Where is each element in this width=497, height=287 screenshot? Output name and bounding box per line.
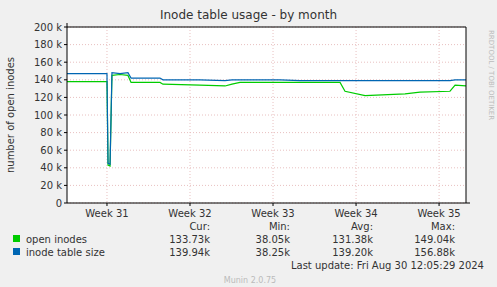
y-tick-label: 80 k (40, 127, 62, 138)
grid-line (189, 27, 190, 203)
stats-header: Cur: (189, 221, 210, 232)
stats-header: Min: (269, 221, 290, 232)
series-group (67, 73, 466, 166)
plot-area (67, 27, 466, 203)
chart: Inode table usage - by month number of op… (0, 0, 497, 287)
y-tick-label: 140 k (34, 74, 62, 85)
stats-value: 38.05k (256, 234, 291, 245)
grid-line (67, 185, 466, 186)
stats-value: 38.25k (256, 247, 291, 258)
legend-label: open inodes (26, 234, 87, 245)
grid-line (67, 44, 466, 45)
credit: Munin 2.0.75 (224, 276, 276, 285)
grid-line (67, 27, 466, 28)
grid-line (67, 132, 466, 133)
y-tick-label: 100 k (34, 110, 62, 121)
y-axis-label: number of open inodes (5, 57, 16, 173)
y-axis (67, 23, 68, 203)
grid-line (273, 27, 274, 203)
y-tick-label: 20 k (40, 180, 62, 191)
y-axis-end (67, 27, 466, 28)
x-tick-label: Week 31 (85, 208, 128, 219)
footer: Last update: Fri Aug 30 12:05:29 2024 (291, 260, 484, 271)
grid-line (67, 167, 466, 168)
stats-header: Avg: (351, 221, 373, 232)
grid-line (67, 97, 466, 98)
grid-line (439, 27, 440, 203)
stats-value: 156.88k (414, 247, 455, 258)
x-axis (67, 203, 470, 204)
y-tick-label: 60 k (40, 145, 62, 156)
y-tick-label: 160 k (34, 57, 62, 68)
x-tick-label: Week 33 (251, 208, 294, 219)
x-axis-end (466, 27, 467, 203)
series-line (67, 75, 466, 167)
legend-swatch (13, 248, 20, 255)
y-tick-label: 180 k (34, 39, 62, 50)
grid-line (356, 27, 357, 203)
side-text: RRDTOOL / TOBI OETIKER (487, 30, 495, 120)
grid-line (67, 115, 466, 116)
grid-line (67, 150, 466, 151)
x-tick-label: Week 35 (417, 208, 460, 219)
legend-label: inode table size (26, 247, 105, 258)
y-tick-label: 0 (56, 198, 62, 209)
grid-line (67, 62, 466, 63)
stats-header: Max: (431, 221, 455, 232)
y-tick-label: 40 k (40, 162, 62, 173)
stats-value: 149.04k (414, 234, 455, 245)
title: Inode table usage - by month (160, 8, 337, 22)
stats-value: 131.38k (332, 234, 373, 245)
y-tick-label: 120 k (34, 92, 62, 103)
legend-swatch (13, 235, 20, 242)
y-tick-label: 200 k (34, 22, 62, 33)
background (0, 0, 497, 287)
x-tick-label: Week 34 (334, 208, 377, 219)
series-line (67, 73, 466, 165)
stats-value: 139.20k (332, 247, 373, 258)
stats-value: 139.94k (169, 247, 210, 258)
stats-value: 133.73k (169, 234, 210, 245)
x-tick-label: Week 32 (168, 208, 211, 219)
